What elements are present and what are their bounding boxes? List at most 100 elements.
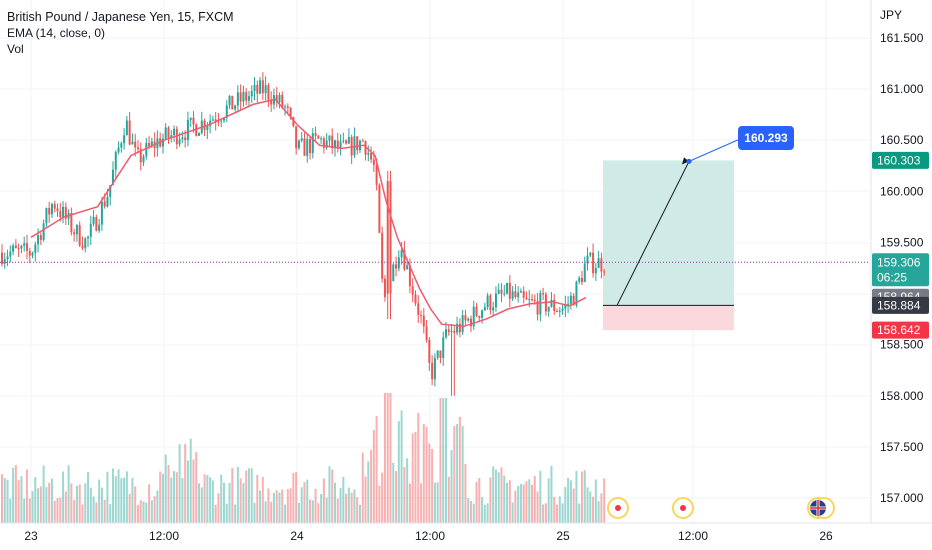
candle-body [422,315,425,327]
volume-bar-down [39,486,42,523]
volume-bar-up [506,482,509,523]
candle-body [117,147,120,152]
volume-bar-down [322,478,325,523]
candle-body [517,292,520,298]
symbol-title[interactable]: British Pound / Japanese Yen, 15, FXCM [7,10,234,24]
volume-bar-up [528,479,531,523]
volume-bar-up [442,398,445,523]
candle-down [411,278,414,303]
volume-bar-up [325,497,328,523]
candle-body [364,141,367,155]
volume-bar-up [109,504,112,523]
candle-body [167,127,170,138]
price-tick-label: 159.500 [880,235,924,249]
volume-bar-down [603,478,606,523]
callout-connector [688,138,741,162]
candle-up [558,306,561,318]
current-price-tag-value: 159.306 [877,255,921,269]
candle-up [6,249,9,267]
candle-up [306,133,309,163]
volume-bars [1,393,606,523]
candle-up [264,76,267,101]
candle-body [198,132,201,136]
arrow-head-icon [682,157,689,165]
volume-bar-down [453,425,456,523]
volume-bar-up [567,478,570,523]
candle-body [253,84,256,92]
event-flag-icon[interactable] [607,497,629,519]
candle-body [23,243,26,246]
candle-down [522,286,525,304]
volume-bar-down [447,476,450,523]
callout-value: 160.293 [744,131,788,145]
candle-up [483,302,486,312]
candle-down [381,226,384,283]
volume-bar-down [572,488,575,523]
volume-bar-up [494,469,497,523]
volume-bar-up [170,477,173,523]
callout-label[interactable]: 160.293 [738,126,794,150]
volume-bar-down [231,467,234,523]
candle-down [508,275,511,308]
volume-bar-up [264,501,267,523]
long-position-tool[interactable] [603,160,734,331]
candle-body [261,80,264,94]
volume-bar-down [431,449,434,523]
candle-down [408,258,411,294]
volume-bar-down [331,469,334,523]
candle-up [339,134,342,156]
candle-body [292,116,295,127]
event-flag-icon[interactable] [672,497,694,519]
candle-body [439,350,442,358]
countdown-timer: 06:25 [877,270,907,284]
candle-down [261,72,264,100]
time-axis[interactable]: 23 12:00 24 12:00 25 12:00 26 [0,522,932,550]
volume-bar-down [286,489,289,523]
candle-body [270,99,273,105]
volume-bar-down [403,467,406,523]
candle-up [342,132,345,144]
candle-up [589,252,592,258]
candle-down [420,310,423,324]
candle-body [125,120,128,136]
candle-up [114,150,117,179]
volume-indicator-label[interactable]: Vol [7,42,24,56]
time-tick-label: 26 [819,529,833,543]
volume-bar-up [211,480,214,523]
candle-body [553,299,556,312]
candle-up [406,261,409,270]
candle-down [48,201,51,223]
candle-body [73,232,76,235]
candle-body [53,204,56,209]
time-tick-label: 12:00 [678,529,708,543]
volume-bar-down [370,449,373,523]
time-tick-label: 12:00 [149,529,179,543]
volume-bar-up [342,476,345,523]
candle-up [89,215,92,245]
ema-indicator-label[interactable]: EMA (14, close, 0) [7,26,106,40]
candle-body [181,137,184,140]
candle-up [300,131,303,143]
uk-flag-icon[interactable] [807,497,835,519]
event-markers[interactable] [607,497,835,519]
candle-up [347,128,350,145]
candle-down [322,136,325,154]
candle-body [494,293,497,308]
volume-bar-up [433,482,436,523]
candle-body [492,307,495,311]
candle-body [123,135,126,144]
ema-path [30,98,587,328]
volume-bar-down [159,471,162,523]
candle-body [533,299,536,301]
candle-body [342,140,345,142]
volume-bar-up [564,487,567,523]
volume-bar-down [56,498,59,523]
candle-body [189,117,192,120]
candle-body [508,283,511,299]
candle-body [103,201,106,207]
candle-down [78,221,81,248]
candle-up [539,290,542,322]
candle-up [67,209,70,226]
volume-bar-up [253,502,256,523]
